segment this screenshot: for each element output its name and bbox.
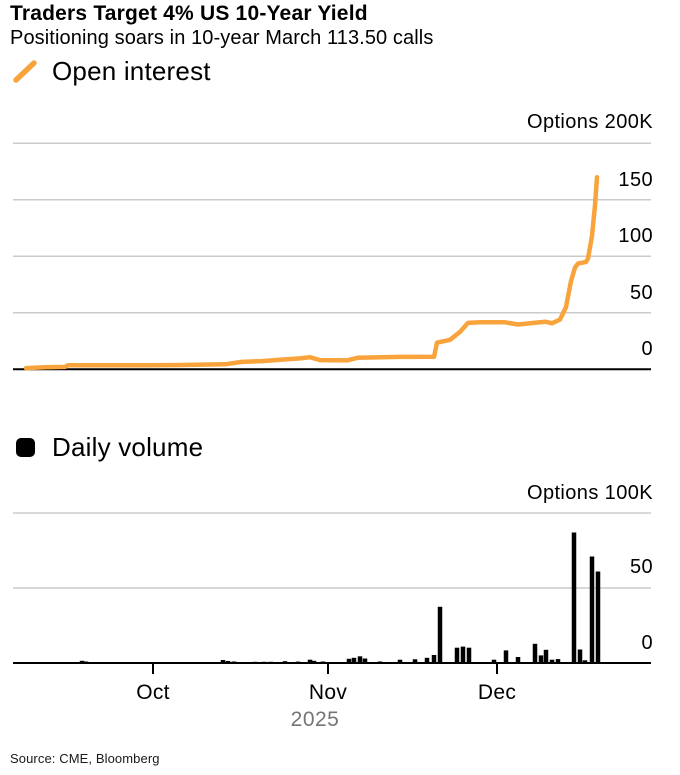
volume-bar <box>261 661 267 663</box>
volume-bar <box>454 647 460 663</box>
chart-title: Traders Target 4% US 10-Year Yield <box>10 2 368 25</box>
volume-bar <box>231 661 237 663</box>
xaxis-year-label: 2025 <box>290 708 340 731</box>
volume-bar <box>549 659 555 663</box>
volume-bar <box>357 656 363 664</box>
volume-bar <box>515 657 521 663</box>
volume-bar <box>397 659 403 663</box>
volume-bar <box>268 661 274 663</box>
volume-bar <box>346 658 352 663</box>
xtick-oct: Oct <box>136 681 170 704</box>
volume-bar <box>532 643 538 663</box>
volume-bar <box>252 661 258 663</box>
volume-bar <box>307 659 313 663</box>
volume-bar <box>362 658 368 663</box>
volume-bar <box>351 657 357 664</box>
volume-bar <box>503 650 509 663</box>
volume-bar <box>571 532 577 663</box>
chart-subtitle: Positioning soars in 10-year March 113.5… <box>10 27 434 49</box>
daily-volume-swatch-icon <box>16 437 35 457</box>
volume-bar <box>437 606 443 664</box>
volume-bar <box>460 646 466 663</box>
volume-bar <box>538 655 544 663</box>
bottom-ytick-0: 0 <box>641 632 653 654</box>
open-interest-line <box>23 174 600 371</box>
volume-bar <box>295 661 301 663</box>
open-interest-line-icon <box>13 60 37 83</box>
legend-open-interest-label: Open interest <box>52 55 211 86</box>
volume-bar <box>424 657 430 664</box>
volume-bar <box>466 647 472 663</box>
legend-daily-volume: Daily volume <box>16 431 204 462</box>
bottom-ytick-50: 50 <box>629 556 653 578</box>
volume-bar <box>282 661 288 663</box>
xtick-dec: Dec <box>477 681 517 704</box>
volume-bar <box>83 661 89 663</box>
volume-bar <box>555 659 561 663</box>
top-axis-title: Options 200K <box>527 111 653 133</box>
volume-bar <box>412 659 418 664</box>
volume-bar <box>491 659 497 663</box>
volume-bar <box>582 660 588 663</box>
volume-bar <box>225 661 231 663</box>
volume-bar <box>595 571 601 663</box>
volume-bar <box>311 660 317 664</box>
top-ytick-100: 100 <box>618 225 653 247</box>
volume-bar <box>220 660 226 663</box>
volume-bar <box>320 661 326 663</box>
volume-bar <box>543 649 549 663</box>
legend-daily-volume-label: Daily volume <box>52 431 204 462</box>
volume-bar <box>377 661 383 663</box>
legend-open-interest: Open interest <box>12 56 211 86</box>
top-ytick-50: 50 <box>629 282 653 304</box>
bottom-axis-title: Options 100K <box>527 482 653 504</box>
volume-bar <box>589 556 595 663</box>
top-ytick-0: 0 <box>641 338 653 360</box>
xtick-nov: Nov <box>308 681 348 704</box>
volume-bar <box>431 655 437 663</box>
volume-bar <box>577 649 583 663</box>
top-ytick-150: 150 <box>618 169 653 191</box>
source-note: Source: CME, Bloomberg <box>10 751 160 766</box>
volume-bar <box>79 660 85 664</box>
